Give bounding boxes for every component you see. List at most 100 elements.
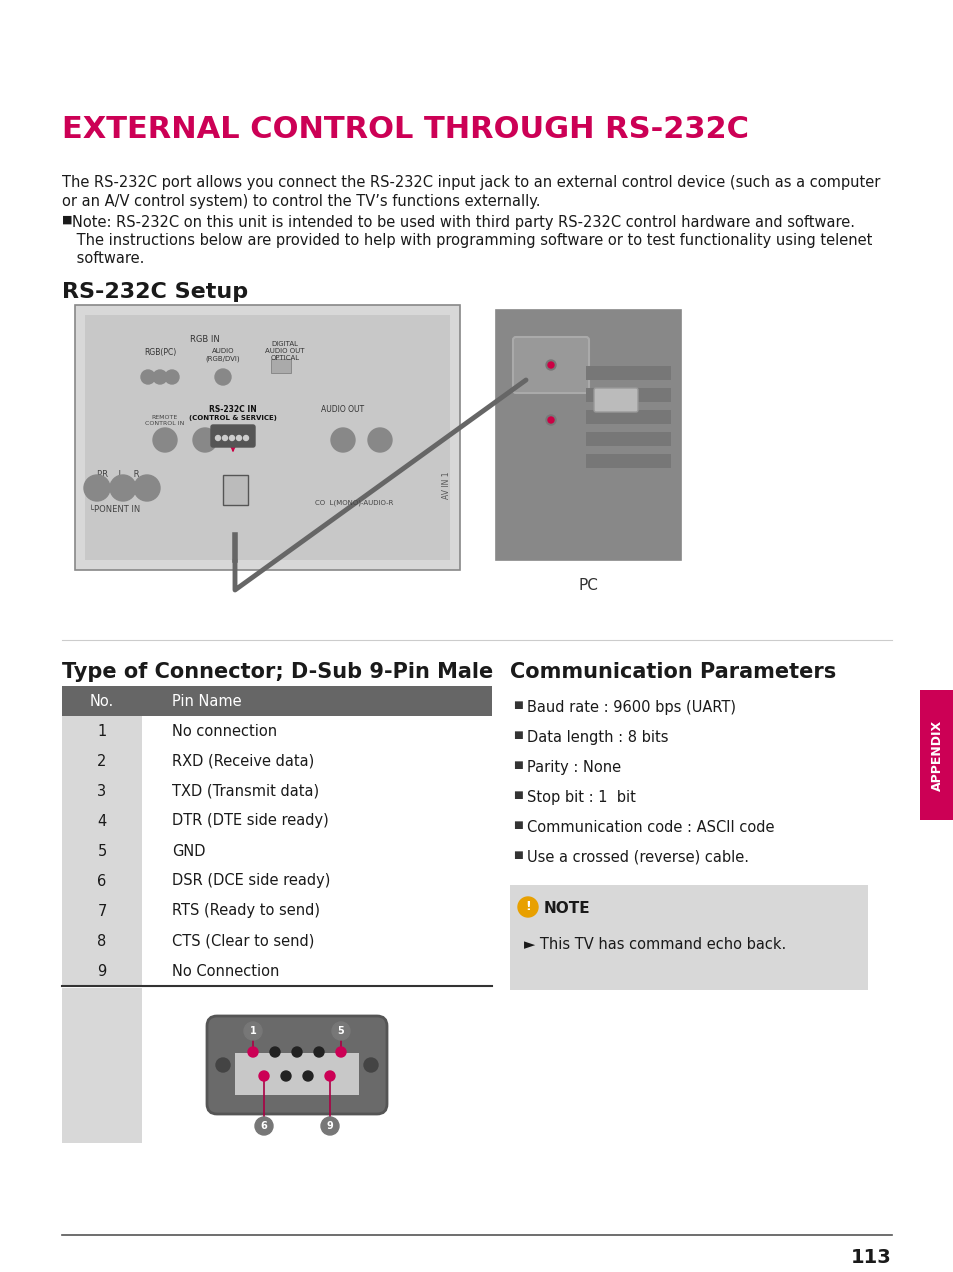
Circle shape	[243, 435, 248, 440]
Circle shape	[254, 1117, 273, 1135]
Circle shape	[547, 363, 554, 368]
Text: 2: 2	[97, 753, 107, 768]
Text: software.: software.	[71, 251, 144, 266]
Text: ■: ■	[513, 759, 522, 770]
Text: RS-232C Setup: RS-232C Setup	[62, 282, 248, 301]
Circle shape	[165, 370, 179, 384]
Text: APPENDIX: APPENDIX	[929, 720, 943, 791]
Bar	[62, 926, 142, 957]
Text: EXTERNAL CONTROL THROUGH RS-232C: EXTERNAL CONTROL THROUGH RS-232C	[62, 114, 748, 144]
Text: RTS (Ready to send): RTS (Ready to send)	[172, 903, 319, 918]
FancyBboxPatch shape	[211, 425, 254, 446]
Bar	[62, 866, 142, 895]
Bar	[62, 988, 142, 1144]
Text: Communication code : ASCII code: Communication code : ASCII code	[526, 820, 774, 834]
Bar	[142, 957, 492, 986]
Bar	[62, 957, 142, 986]
Circle shape	[281, 1071, 291, 1081]
Bar	[62, 745, 142, 776]
Bar	[142, 866, 492, 895]
Text: Baud rate : 9600 bps (UART): Baud rate : 9600 bps (UART)	[526, 700, 735, 715]
Text: 6: 6	[97, 874, 107, 889]
Bar	[585, 388, 670, 402]
Text: AUDIO
(RGB/DVI): AUDIO (RGB/DVI)	[206, 349, 240, 361]
Text: (CONTROL & SERVICE): (CONTROL & SERVICE)	[189, 415, 276, 421]
Circle shape	[215, 1058, 230, 1072]
Bar	[496, 310, 680, 560]
Text: Stop bit : 1  bit: Stop bit : 1 bit	[526, 790, 636, 805]
Circle shape	[517, 897, 537, 917]
Text: No connection: No connection	[172, 724, 276, 739]
Text: └ AUDIO ┘: └ AUDIO ┘	[97, 482, 148, 491]
Circle shape	[545, 415, 556, 425]
Text: Use a crossed (reverse) cable.: Use a crossed (reverse) cable.	[526, 850, 748, 865]
Bar	[75, 305, 459, 570]
Text: ■: ■	[513, 850, 522, 860]
Text: TXD (Transmit data): TXD (Transmit data)	[172, 784, 319, 799]
Bar	[142, 895, 492, 926]
Text: RXD (Receive data): RXD (Receive data)	[172, 753, 314, 768]
Circle shape	[303, 1071, 313, 1081]
Text: DTR (DTE side ready): DTR (DTE side ready)	[172, 814, 329, 828]
Bar	[585, 366, 670, 380]
Text: CO  L(MONO)-AUDIO-R: CO L(MONO)-AUDIO-R	[314, 500, 393, 506]
Bar	[62, 776, 142, 806]
Text: 5: 5	[337, 1027, 344, 1035]
Text: ■: ■	[513, 790, 522, 800]
Text: Communication Parameters: Communication Parameters	[510, 661, 836, 682]
Text: !: !	[524, 901, 530, 913]
Text: NOTE: NOTE	[543, 901, 590, 916]
Circle shape	[141, 370, 154, 384]
Text: Pin Name: Pin Name	[172, 693, 241, 709]
Text: 7: 7	[97, 903, 107, 918]
Text: 113: 113	[850, 1248, 891, 1267]
Text: 9: 9	[326, 1121, 333, 1131]
Circle shape	[270, 1047, 280, 1057]
Text: ■: ■	[513, 730, 522, 740]
Text: PC: PC	[578, 577, 598, 593]
Bar	[142, 988, 492, 1144]
Circle shape	[332, 1021, 350, 1040]
Circle shape	[292, 1047, 302, 1057]
Circle shape	[215, 435, 220, 440]
Circle shape	[213, 1054, 233, 1075]
Bar	[919, 689, 953, 820]
Text: 6: 6	[260, 1121, 267, 1131]
Text: The instructions below are provided to help with programming software or to test: The instructions below are provided to h…	[71, 233, 871, 248]
Circle shape	[230, 435, 234, 440]
Circle shape	[368, 427, 392, 452]
Circle shape	[152, 427, 177, 452]
Bar	[142, 836, 492, 866]
Text: RGB IN: RGB IN	[190, 335, 219, 343]
Bar	[142, 926, 492, 957]
Text: └PONENT IN: └PONENT IN	[89, 505, 140, 514]
Circle shape	[331, 427, 355, 452]
Circle shape	[193, 427, 216, 452]
Circle shape	[360, 1054, 380, 1075]
Text: No.: No.	[90, 693, 114, 709]
Bar	[142, 716, 492, 745]
Bar	[62, 716, 142, 745]
Circle shape	[545, 360, 556, 370]
Text: DSR (DCE side ready): DSR (DCE side ready)	[172, 874, 330, 889]
Bar	[62, 895, 142, 926]
Text: Type of Connector; D-Sub 9-Pin Male: Type of Connector; D-Sub 9-Pin Male	[62, 661, 493, 682]
Text: GND: GND	[172, 843, 205, 859]
Text: 5: 5	[97, 843, 107, 859]
Bar	[142, 806, 492, 836]
Bar	[585, 410, 670, 424]
Text: The RS-232C port allows you connect the RS-232C input jack to an external contro: The RS-232C port allows you connect the …	[62, 176, 880, 190]
Bar	[62, 806, 142, 836]
Bar	[62, 686, 492, 716]
Text: or an A/V control system) to control the TV’s functions externally.: or an A/V control system) to control the…	[62, 195, 540, 209]
Text: PR    L    R: PR L R	[97, 469, 139, 480]
Circle shape	[335, 1047, 346, 1057]
FancyBboxPatch shape	[207, 1016, 387, 1114]
FancyBboxPatch shape	[513, 337, 588, 393]
Text: CTS (Clear to send): CTS (Clear to send)	[172, 934, 314, 949]
Bar	[585, 432, 670, 446]
Text: ■: ■	[513, 700, 522, 710]
Text: REMOTE
CONTROL IN: REMOTE CONTROL IN	[145, 415, 185, 426]
Text: 1: 1	[250, 1027, 256, 1035]
Circle shape	[248, 1047, 257, 1057]
